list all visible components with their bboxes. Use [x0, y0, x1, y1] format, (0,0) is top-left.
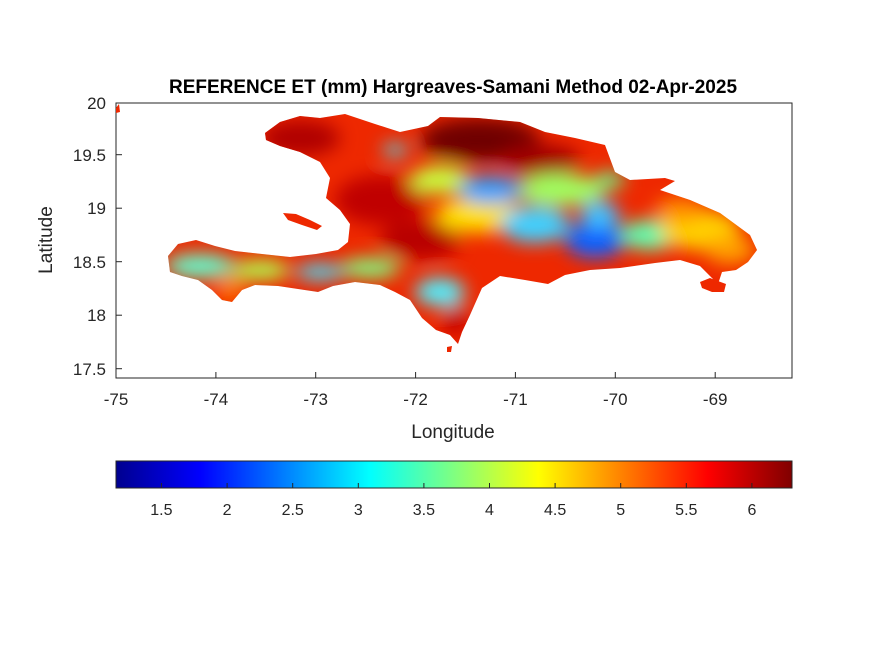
colorbar-tick-label: 3.5 — [413, 502, 435, 519]
colorbar-tick-label: 2 — [223, 502, 232, 519]
x-tick-label: -74 — [204, 390, 229, 409]
x-tick-label: -73 — [303, 390, 328, 409]
x-axis: -75 -74 -73 -72 -71 -70 -69 — [104, 372, 728, 409]
colorbar-tick-label: 4.5 — [544, 502, 566, 519]
colorbar-tick-label: 3 — [354, 502, 363, 519]
y-tick-label: 18 — [87, 306, 106, 325]
x-axis-label: Longitude — [411, 422, 494, 443]
y-tick-label: 20 — [87, 94, 106, 113]
colorbar-tick-label: 5 — [616, 502, 625, 519]
colorbar-gradient — [115, 460, 793, 489]
y-axis-label: Latitude — [36, 206, 57, 274]
x-tick-label: -75 — [104, 390, 129, 409]
y-tick-label: 17.5 — [73, 360, 106, 379]
x-tick-label: -69 — [703, 390, 728, 409]
colorbar-tick-label: 2.5 — [282, 502, 304, 519]
x-tick-label: -72 — [403, 390, 428, 409]
colorbar-tick-label: 1.5 — [150, 502, 172, 519]
colorbar-tick-label: 4 — [485, 502, 494, 519]
colorbar: 1.5 2 2.5 3 3.5 4 4.5 5 5.5 6 — [115, 460, 793, 519]
y-tick-label: 19 — [87, 199, 106, 218]
y-tick-label: 18.5 — [73, 253, 106, 272]
x-tick-label: -70 — [603, 390, 628, 409]
colorbar-tick-label: 6 — [747, 502, 756, 519]
y-axis: 17.5 18 18.5 19 19.5 20 — [73, 94, 122, 379]
y-tick-label: 19.5 — [73, 146, 106, 165]
map-title: REFERENCE ET (mm) Hargreaves-Samani Meth… — [169, 77, 737, 98]
colorbar-tick-label: 5.5 — [675, 502, 697, 519]
x-tick-label: -71 — [503, 390, 528, 409]
